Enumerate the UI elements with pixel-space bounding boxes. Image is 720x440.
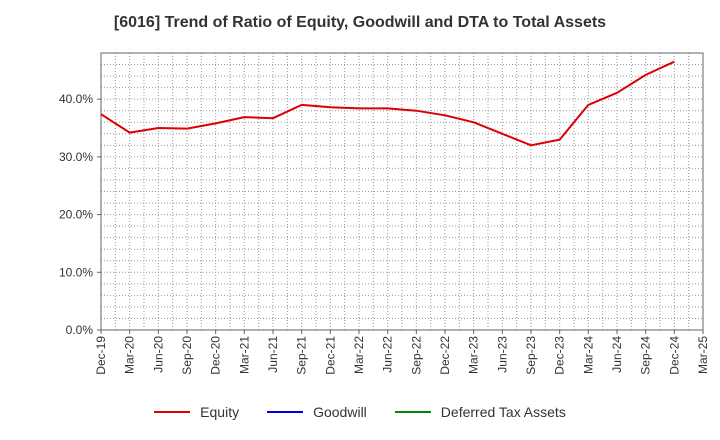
y-axis-tick-label: 0.0% [66,323,94,337]
series-layer [100,60,675,147]
legend-item-equity: Equity [154,404,239,420]
x-axis-tick-label: Jun-23 [495,336,509,373]
y-axis-tick-label: 30.0% [59,150,93,164]
x-axis-tick-label: Mar-25 [696,336,710,374]
x-axis-tick-label: Dec-21 [323,336,337,375]
x-axis-tick-label: Dec-19 [94,336,108,375]
x-axis-tick-label: Jun-21 [266,336,280,373]
legend-label-equity: Equity [200,404,240,420]
y-axis-tick-label: 40.0% [59,92,93,106]
legend-label-goodwill: Goodwill [313,404,367,420]
x-axis-tick-label: Sep-21 [295,336,309,375]
legend-swatch-equity [154,411,191,413]
x-axis-tick-label: Sep-20 [180,336,194,375]
legend-swatch-deferred-tax-assets [394,411,431,413]
x-axis-tick-label: Dec-20 [209,336,223,375]
series-line-equity [100,60,675,147]
x-axis-tick-label: Sep-24 [639,336,653,375]
x-axis-tick-label: Jun-22 [381,336,395,373]
y-axis-tick-label: 20.0% [59,208,93,222]
legend-item-goodwill: Goodwill [267,404,367,420]
legend-label-deferred-tax-assets: Deferred Tax Assets [440,404,566,420]
x-axis-tick-label: Jun-24 [610,336,624,373]
plot-border [100,52,704,331]
x-axis-tick-label: Sep-22 [409,336,423,375]
grid-lines [101,53,703,330]
x-axis-tick-label: Sep-23 [524,336,538,375]
axes: 0.0% 10.0% 20.0% 30.0% 40.0% Dec-19 Mar-20 Jun-… [59,52,710,375]
chart-title: [6016] Trend of Ratio of Equity, Goodwil… [113,14,607,31]
x-axis-tick-label: Mar-22 [352,336,366,374]
x-axis-tick-label: Mar-21 [237,336,251,374]
x-axis-tick-label: Mar-24 [581,336,595,374]
legend: Equity Goodwill Deferred Tax Assets [0,404,720,420]
y-axis-tick-label: 10.0% [59,265,93,279]
legend-item-deferred-tax-assets: Deferred Tax Assets [394,404,566,420]
legend-swatch-goodwill [267,411,304,413]
x-axis-tick-label: Dec-24 [667,336,681,375]
x-axis-tick-label: Jun-20 [151,336,165,373]
x-axis-tick-label: Mar-23 [467,336,481,374]
x-axis-tick-label: Dec-23 [553,336,567,375]
x-axis-tick-label: Dec-22 [438,336,452,375]
x-axis-tick-label: Mar-20 [123,336,137,374]
